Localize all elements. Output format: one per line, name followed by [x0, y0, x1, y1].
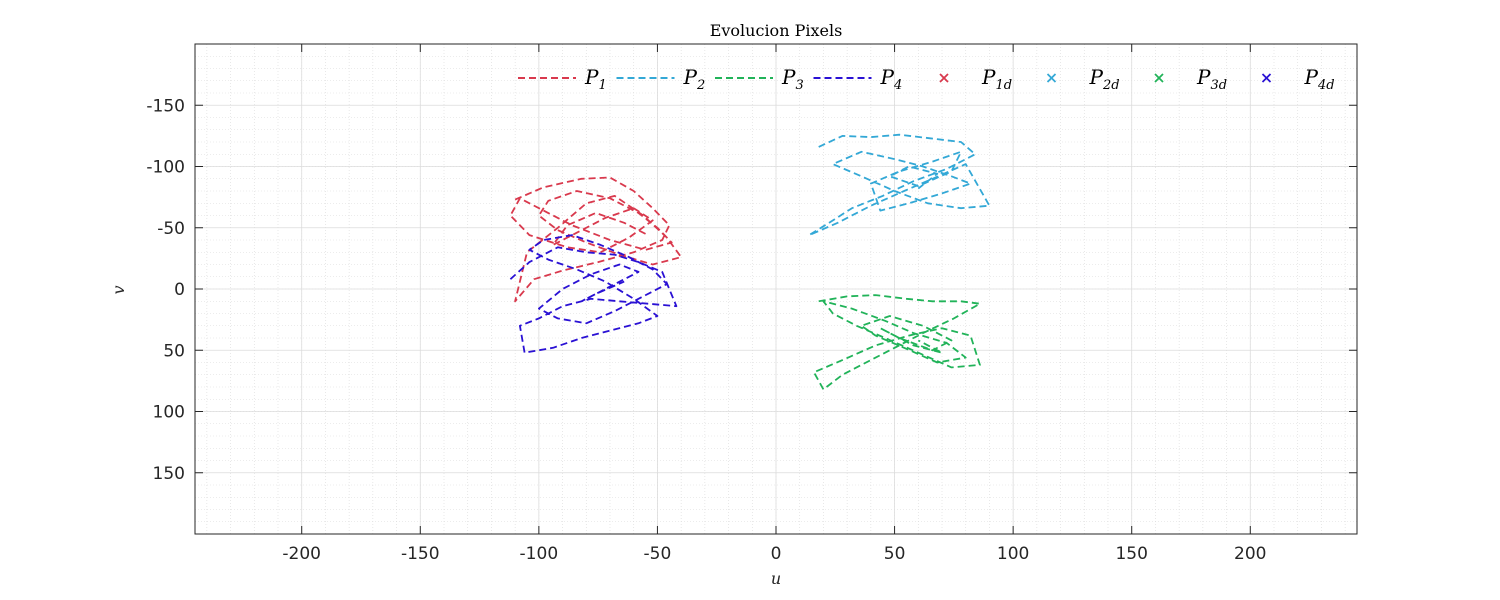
- x-tick-label: -50: [644, 544, 672, 564]
- x-marker-stroke: [939, 73, 949, 83]
- x-tick-label: 0: [771, 544, 782, 564]
- x-tick-label: -100: [520, 544, 559, 564]
- legend-marker-p2d: [1046, 73, 1057, 83]
- series-line-p4: [509, 234, 678, 354]
- x-marker-stroke: [1154, 73, 1164, 83]
- legend: P1 P2 P3 P4 P1d P2d P3d P4d: [518, 65, 1335, 93]
- x-axis-label: u: [771, 569, 781, 588]
- chart-title: Evolucion Pixels: [710, 21, 843, 40]
- series-line-p2: [808, 133, 991, 236]
- legend-marker-p3d: [1154, 73, 1164, 83]
- x-tick-label: 200: [1234, 544, 1266, 564]
- x-tick-label: -200: [282, 544, 321, 564]
- y-tick-label: -150: [146, 96, 185, 116]
- x-tick-label: 100: [997, 544, 1029, 564]
- legend-label-p4: P4: [880, 65, 903, 93]
- major-grid: [195, 44, 1357, 534]
- y-tick-label: 100: [153, 403, 185, 423]
- legend-label-p2: P2: [683, 65, 706, 93]
- legend-label-p1: P1: [584, 65, 607, 93]
- x-tick-label: -150: [401, 544, 440, 564]
- y-tick-label: 50: [163, 341, 185, 361]
- x-tick-label: 150: [1115, 544, 1147, 564]
- y-tick-label: -50: [157, 219, 185, 239]
- x-tick-label: 50: [884, 544, 906, 564]
- legend-label-p4d: P4d: [1304, 65, 1335, 93]
- x-marker-stroke: [1046, 73, 1057, 83]
- series-line-p3: [813, 294, 981, 391]
- series-layer: [509, 133, 991, 391]
- y-tick-label: -100: [146, 158, 185, 178]
- legend-label-p3d: P3d: [1196, 65, 1227, 93]
- legend-marker-p1d: [939, 73, 949, 83]
- legend-label-p2d: P2d: [1089, 65, 1120, 93]
- x-marker-stroke: [1261, 73, 1272, 83]
- legend-label-p3: P3: [781, 65, 804, 93]
- legend-marker-p4d: [1261, 73, 1272, 83]
- y-axis-label: v: [109, 285, 128, 294]
- legend-label-p1d: P1d: [981, 65, 1012, 93]
- axis-ticks: -200 -150 -100 -50 0 50 100 150 200 -150 -100 -50 0 5…: [146, 44, 1357, 564]
- y-tick-label: 0: [174, 280, 185, 300]
- y-tick-label: 150: [153, 464, 185, 484]
- series-line-p1: [509, 176, 682, 303]
